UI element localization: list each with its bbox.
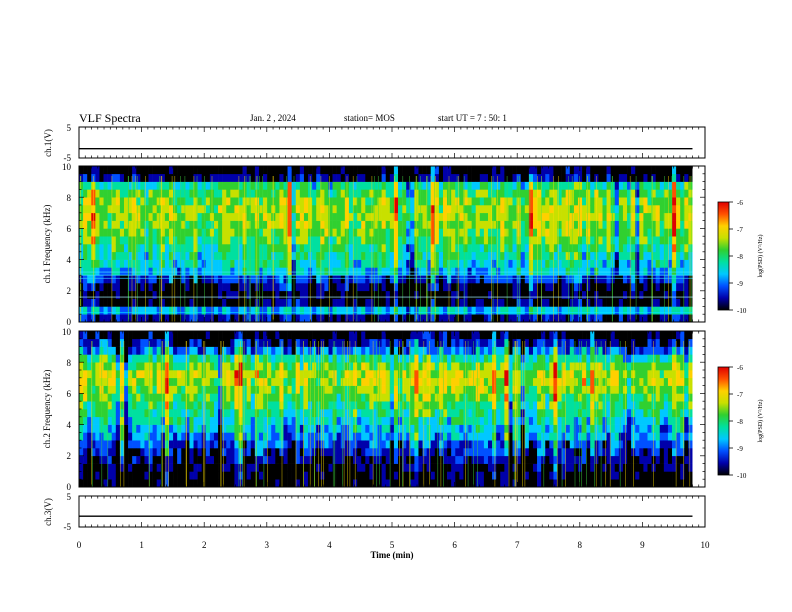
ch1-voltage-panel: 5 -5 ch.1(V) (43, 123, 706, 163)
ch2-ytick-6: 6 (67, 389, 72, 399)
cb1-tick-neg6: -6 (737, 199, 743, 207)
ch1-voltage-tick-5: 5 (67, 123, 72, 133)
xtick-9: 9 (640, 540, 645, 550)
cb2-tick-neg8: -8 (737, 418, 743, 426)
ch2-spectrogram-yticklabels: 10 8 6 4 2 0 (62, 327, 72, 492)
ch2-ytick-10: 10 (62, 327, 72, 337)
xtick-5: 5 (390, 540, 395, 550)
x-axis-label: Time (min) (370, 550, 413, 560)
xtick-10: 10 (701, 540, 711, 550)
ch3-voltage-ticks (78, 496, 706, 527)
ch3-voltage-ylabel: ch.3(V) (43, 498, 53, 526)
cb1-tick-neg10: -10 (737, 307, 747, 315)
cb1-tick-neg8: -8 (737, 253, 743, 261)
colorbar-ch2-scale (717, 366, 730, 476)
ch2-spectrogram-ylabel: ch.2 Frequency (kHz) (42, 370, 52, 449)
ch1-spectrogram-image (79, 166, 693, 322)
cb2-tick-neg9: -9 (737, 445, 743, 453)
colorbar-ch2: -6 -7 -8 -9 -10 log(PSD) (V²/Hz) (717, 364, 764, 480)
start-ut-label: start UT = 7 : 50: 1 (438, 113, 507, 123)
ch2-ytick-8: 8 (67, 358, 72, 368)
ch1-spectrogram-ylabel: ch.1 Frequency (kHz) (42, 205, 52, 284)
chart-title: VLF Spectra (79, 111, 141, 125)
xtick-0: 0 (77, 540, 82, 550)
ch1-spectrogram-ticks (78, 165, 706, 323)
ch1-ytick-4: 4 (67, 255, 72, 265)
colorbar-ch1: -6 -7 -8 -9 -10 log(PSD) (V²/Hz) (717, 199, 764, 315)
cb2-tick-neg7: -7 (737, 391, 743, 399)
ch2-ytick-0: 0 (67, 482, 72, 492)
ch2-spectrogram-image (79, 331, 693, 487)
ch1-ytick-8: 8 (67, 193, 72, 203)
colorbar-ch1-label: log(PSD) (V²/Hz) (757, 235, 764, 278)
station-label: station= MOS (344, 113, 395, 123)
xtick-2: 2 (202, 540, 207, 550)
ch1-ytick-10: 10 (62, 162, 72, 172)
ch3-voltage-panel: 5 -5 ch.3(V) (43, 492, 706, 532)
xtick-1: 1 (139, 540, 144, 550)
ch1-spectrogram-yticklabels: 10 8 6 4 2 0 (62, 162, 72, 327)
xtick-8: 8 (578, 540, 583, 550)
xtick-6: 6 (452, 540, 457, 550)
ch1-ytick-2: 2 (67, 286, 72, 296)
cb2-tick-neg10: -10 (737, 472, 747, 480)
colorbar-ch2-label: log(PSD) (V²/Hz) (757, 400, 764, 443)
ch1-voltage-ylabel: ch.1(V) (43, 129, 53, 157)
ch1-voltage-tick-neg5: -5 (64, 153, 72, 163)
ch2-ytick-4: 4 (67, 420, 72, 430)
date-label: Jan. 2 , 2024 (250, 113, 296, 123)
colorbar-ch1-scale (717, 201, 730, 311)
x-axis: 0 1 2 3 4 5 6 7 8 9 10 Time (min) (77, 540, 710, 560)
ch3-voltage-tick-5: 5 (67, 492, 72, 502)
xtick-7: 7 (515, 540, 520, 550)
ch1-ytick-0: 0 (67, 317, 72, 327)
ch1-voltage-ticks (78, 127, 706, 158)
ch1-spectrogram-panel: 10 8 6 4 2 0 ch.1 Frequency (kHz) (42, 162, 706, 327)
ch1-ytick-6: 6 (67, 224, 72, 234)
ch2-ytick-2: 2 (67, 451, 72, 461)
xtick-4: 4 (327, 540, 332, 550)
cb2-tick-neg6: -6 (737, 364, 743, 372)
xtick-3: 3 (265, 540, 270, 550)
ch2-spectrogram-ticks (78, 330, 706, 488)
ch2-spectrogram-panel: 10 8 6 4 2 0 ch.2 Frequency (kHz) (42, 327, 706, 492)
cb1-tick-neg9: -9 (737, 280, 743, 288)
ch3-voltage-tick-neg5: -5 (64, 522, 72, 532)
cb1-tick-neg7: -7 (737, 226, 743, 234)
